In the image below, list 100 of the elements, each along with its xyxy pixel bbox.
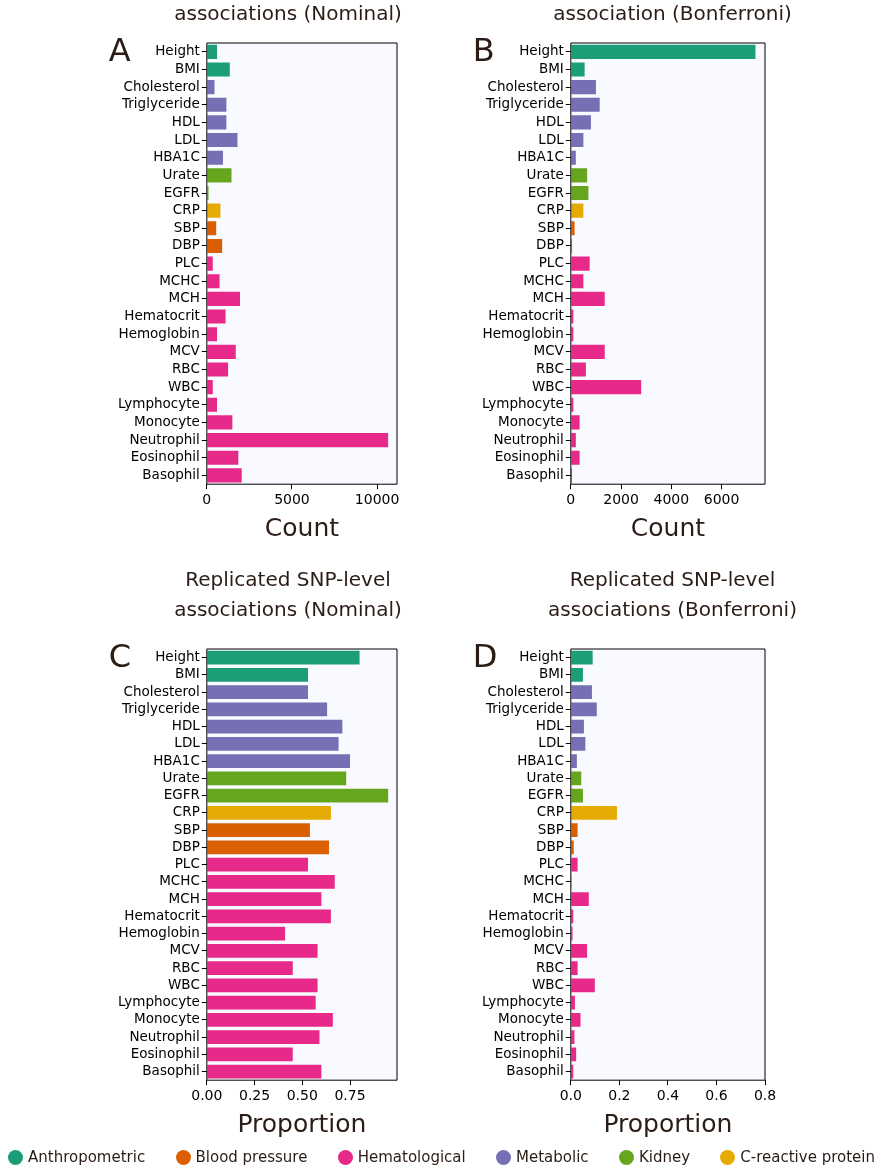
y-tick-label: Monocyte [134, 412, 200, 429]
text: D [472, 637, 498, 676]
y-tick-label: Neutrophil [493, 430, 564, 447]
bar [207, 754, 351, 769]
bar [571, 221, 575, 236]
bar [207, 44, 218, 59]
bar [207, 978, 318, 993]
y-tick-label: Height [155, 648, 200, 665]
bar [207, 943, 318, 958]
bar [207, 702, 328, 717]
bar [571, 309, 574, 324]
y-tick-label: MCHC [159, 271, 200, 288]
bar [207, 857, 309, 872]
y-tick-label: BMI [174, 59, 200, 76]
text: B [472, 31, 495, 70]
y-tick-label: MCV [169, 941, 201, 958]
bar [207, 823, 310, 837]
y-tick-label: Hemoglobin [482, 324, 564, 341]
legend-label: Kidney [638, 1148, 691, 1166]
x-tick-label: 0.2 [608, 1087, 631, 1104]
x-tick-label: 0.75 [334, 1087, 366, 1104]
bar [207, 344, 236, 359]
y-tick-label: HBA1C [517, 751, 564, 768]
bar [207, 238, 223, 254]
y-tick-label: WBC [532, 975, 564, 992]
bar [207, 685, 309, 700]
y-tick-label: Lymphocyte [481, 993, 564, 1010]
text: C [108, 637, 132, 676]
y-tick-label: MCH [532, 889, 564, 906]
bar [207, 1064, 322, 1079]
y-tick-label: Eosinophil [494, 1044, 564, 1061]
bar [571, 291, 605, 306]
bar [571, 274, 584, 289]
bar [207, 892, 322, 906]
bar [207, 327, 218, 342]
legend-label: Blood pressure [195, 1148, 308, 1166]
bar [571, 450, 580, 465]
bar [571, 823, 578, 837]
bar [571, 80, 596, 95]
bar [571, 892, 589, 906]
y-tick-label: Eosinophil [130, 448, 200, 465]
y-tick-label: DBP [172, 236, 200, 253]
bar [571, 397, 574, 412]
x-tick-label: 0.0 [559, 1087, 582, 1104]
y-tick-label: SBP [173, 820, 200, 837]
y-tick-label: Triglyceride [485, 95, 564, 112]
bar [571, 1012, 581, 1027]
x-tick-label: 4000 [653, 491, 690, 508]
y-tick-label: MCV [533, 941, 565, 958]
bar [207, 909, 331, 924]
bar [207, 771, 347, 786]
y-tick-label: SBP [537, 218, 564, 235]
y-tick-label: PLC [174, 254, 200, 271]
bar [207, 788, 389, 803]
bar [207, 133, 238, 148]
y-tick-label: Basophil [506, 1062, 564, 1079]
y-tick-label: MCHC [159, 872, 200, 889]
bar [207, 840, 330, 855]
text: A [108, 31, 131, 70]
y-tick-label: Monocyte [498, 412, 564, 429]
y-tick-label: Basophil [142, 1062, 200, 1079]
bar [207, 168, 232, 183]
bar [207, 995, 316, 1010]
chart-title: association (Bonferroni) [552, 0, 793, 27]
y-tick-label: Hemoglobin [118, 924, 200, 941]
bar [207, 433, 389, 448]
bar [571, 168, 588, 183]
x-tick-label: 2000 [603, 491, 639, 508]
y-tick-label: Height [155, 42, 200, 59]
chart-title: Replicated SNP-level associations (Bonferroni) [547, 566, 798, 623]
y-tick-label: WBC [532, 377, 564, 394]
y-tick-label: EGFR [163, 183, 200, 200]
bar [207, 150, 223, 165]
y-tick-label: MCV [533, 342, 565, 359]
y-tick-label: DBP [536, 837, 564, 854]
y-tick-label: LDL [174, 734, 201, 751]
y-tick-label: LDL [538, 734, 565, 751]
y-tick-label: Cholesterol [487, 77, 564, 94]
y-tick-label: CRP [172, 803, 200, 820]
legend-label: C-reactive protein [740, 1148, 875, 1166]
bar [207, 719, 343, 734]
y-tick-label: PLC [538, 254, 564, 271]
y-tick-label: Monocyte [134, 1010, 200, 1027]
y-tick-label: Eosinophil [494, 448, 564, 465]
bar [571, 362, 586, 377]
bar [207, 874, 335, 889]
y-tick-label: BMI [538, 59, 564, 76]
y-tick-label: HDL [171, 112, 201, 129]
bar [207, 415, 233, 430]
bar [207, 309, 226, 324]
x-tick-label: 0.6 [705, 1087, 728, 1104]
bar [207, 468, 242, 483]
bar [571, 702, 597, 717]
y-tick-label: HBA1C [517, 148, 564, 165]
bar [207, 667, 309, 682]
bar [571, 771, 582, 786]
bar [207, 1047, 293, 1062]
bar [571, 256, 590, 271]
bar [207, 80, 215, 95]
bar [207, 736, 339, 751]
